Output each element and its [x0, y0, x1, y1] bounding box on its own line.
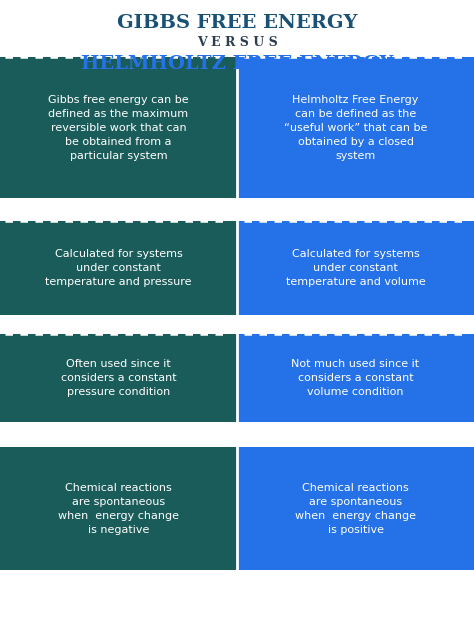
Text: GIBBS FREE ENERGY: GIBBS FREE ENERGY	[117, 14, 357, 32]
Text: V E R S U S: V E R S U S	[197, 36, 277, 49]
Text: Chemical reactions
are spontaneous
when  energy change
is positive: Chemical reactions are spontaneous when …	[295, 483, 416, 535]
Text: Gibbs free energy can be
defined as the maximum
reversible work that can
be obta: Gibbs free energy can be defined as the …	[48, 94, 189, 161]
Text: HELMHOLTZ FREE ENERGY: HELMHOLTZ FREE ENERGY	[81, 55, 393, 72]
Text: Helmholtz Free Energy
can be defined as the
“useful work” that can be
obtained b: Helmholtz Free Energy can be defined as …	[284, 94, 427, 161]
Bar	[0, 334, 237, 422]
Bar	[237, 57, 474, 198]
Text: Visit www.pediaa.com: Visit www.pediaa.com	[352, 590, 460, 600]
Bar	[237, 334, 474, 422]
Bar	[237, 447, 474, 570]
Text: Calculated for systems
under constant
temperature and pressure: Calculated for systems under constant te…	[45, 249, 192, 287]
Bar	[0, 57, 237, 198]
Text: Often used since it
considers a constant
pressure condition: Often used since it considers a constant…	[61, 359, 176, 397]
Bar	[0, 447, 237, 570]
Text: Not much used since it
considers a constant
volume condition: Not much used since it considers a const…	[292, 359, 419, 397]
Bar	[237, 220, 474, 315]
Text: Chemical reactions
are spontaneous
when  energy change
is negative: Chemical reactions are spontaneous when …	[58, 483, 179, 535]
Text: Calculated for systems
under constant
temperature and volume: Calculated for systems under constant te…	[286, 249, 425, 287]
Bar	[0, 220, 237, 315]
